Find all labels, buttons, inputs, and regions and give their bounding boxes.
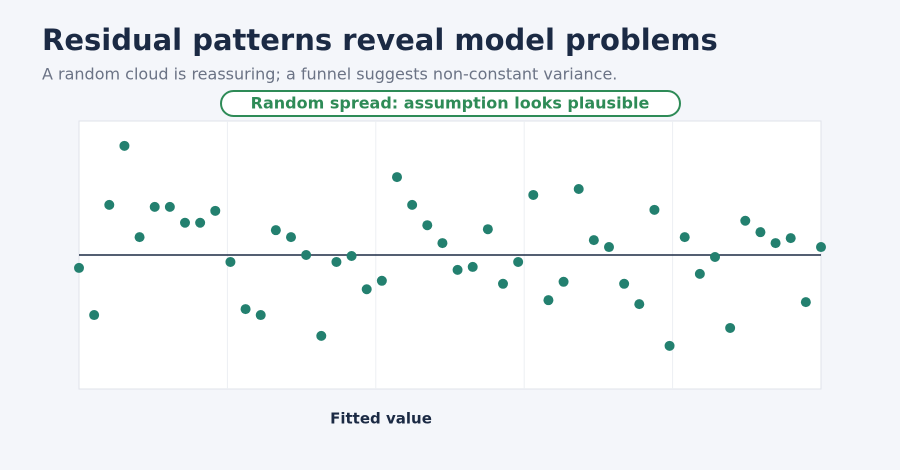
- point: [679, 232, 690, 243]
- point: [573, 183, 584, 194]
- point: [452, 264, 463, 275]
- point: [816, 242, 826, 253]
- point: [74, 262, 84, 273]
- point: [361, 284, 372, 295]
- point: [694, 268, 705, 279]
- chart-title: Residual patterns reveal model problems: [42, 23, 718, 57]
- point: [604, 242, 614, 253]
- point: [498, 278, 508, 289]
- point: [316, 330, 327, 341]
- point: [89, 310, 100, 321]
- point: [104, 199, 115, 210]
- point: [558, 276, 569, 287]
- point: [270, 225, 281, 236]
- point: [528, 189, 539, 200]
- point: [301, 250, 312, 260]
- point: [482, 224, 493, 235]
- point: [467, 261, 478, 272]
- point: [725, 322, 736, 333]
- point: [740, 215, 751, 226]
- point: [210, 205, 221, 216]
- point: [195, 217, 206, 228]
- point: [407, 199, 418, 210]
- point: [619, 278, 630, 289]
- point: [346, 250, 357, 261]
- point: [286, 232, 296, 243]
- chart-subtitle: A random cloud is reassuring; a funnel s…: [42, 65, 617, 84]
- point: [664, 340, 675, 351]
- point: [755, 227, 766, 238]
- point: [588, 235, 599, 246]
- point: [710, 251, 720, 262]
- point: [164, 201, 175, 212]
- point: [649, 204, 660, 215]
- point: [770, 238, 781, 249]
- point: [785, 233, 796, 244]
- point: [255, 310, 266, 321]
- point: [437, 238, 448, 249]
- point: [134, 232, 145, 243]
- point: [392, 172, 402, 183]
- annotation-badge: [220, 90, 681, 117]
- point: [800, 297, 811, 308]
- x-axis-label: Fitted value: [330, 410, 432, 428]
- point: [331, 256, 342, 267]
- point: [180, 217, 190, 228]
- annotation: Random spread: assumption looks plausibl…: [251, 94, 650, 113]
- point: [149, 201, 160, 212]
- point: [240, 304, 251, 315]
- point: [376, 275, 387, 286]
- point: [225, 256, 236, 267]
- point: [634, 299, 645, 310]
- point: [543, 295, 554, 306]
- point: [119, 140, 130, 151]
- point: [422, 220, 433, 231]
- point: [513, 256, 524, 267]
